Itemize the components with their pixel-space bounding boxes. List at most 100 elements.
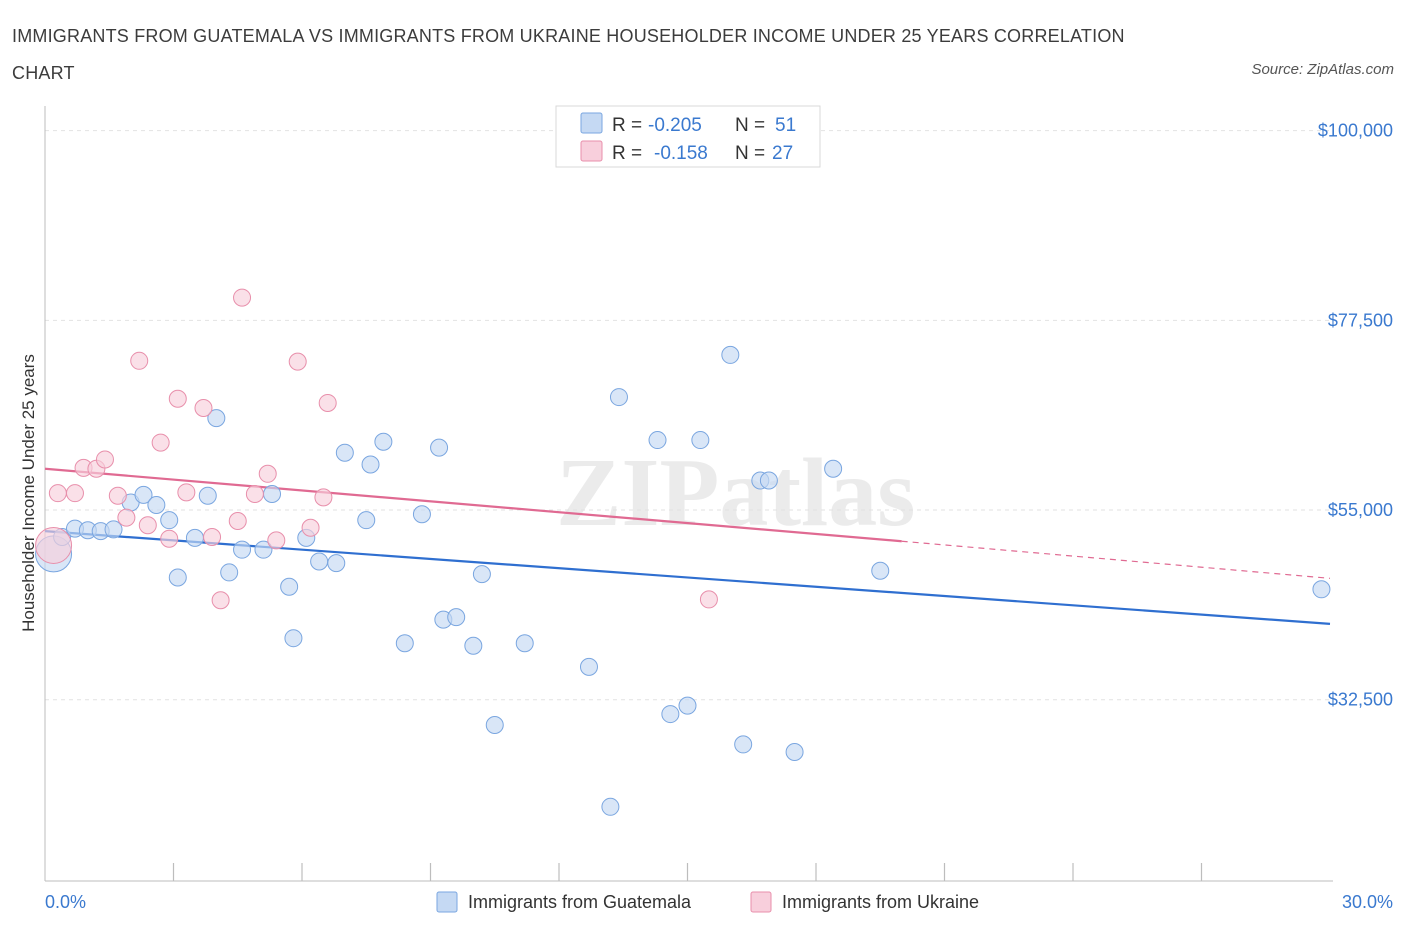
point-ukraine xyxy=(130,351,149,370)
point-guatemala xyxy=(609,388,628,407)
stats-legend: R = -0.205 N = 51 R = -0.158 N = 27 xyxy=(555,105,821,168)
point-guatemala xyxy=(374,432,393,451)
point-ukraine xyxy=(35,526,73,564)
point-guatemala xyxy=(284,629,303,648)
series-legend-swatch-ukraine xyxy=(750,891,772,913)
series-legend-label-ukraine: Immigrants from Ukraine xyxy=(782,892,979,912)
scatter-points xyxy=(35,288,1331,816)
legend-n-label-guatemala: N = xyxy=(735,115,765,136)
point-guatemala xyxy=(254,540,273,559)
point-guatemala xyxy=(147,495,166,514)
point-guatemala xyxy=(357,511,376,530)
axes xyxy=(44,106,1333,882)
point-guatemala xyxy=(648,431,667,450)
legend-n-value-ukraine: 27 xyxy=(772,143,793,164)
point-ukraine xyxy=(314,488,333,507)
point-ukraine xyxy=(318,393,337,412)
chart-title: IMMIGRANTS FROM GUATEMALA VS IMMIGRANTS … xyxy=(12,26,1125,83)
point-ukraine xyxy=(211,591,230,610)
point-guatemala xyxy=(310,552,329,571)
point-guatemala xyxy=(335,443,354,462)
series-legend-swatch-guatemala xyxy=(436,891,458,913)
point-guatemala xyxy=(134,485,153,504)
point-guatemala xyxy=(678,696,697,715)
legend-r-value-guatemala: -0.205 xyxy=(648,115,702,136)
legend-swatch-guatemala xyxy=(580,112,603,134)
point-ukraine xyxy=(138,516,157,535)
watermark: ZIPatlas xyxy=(556,439,915,547)
point-guatemala xyxy=(464,636,483,655)
point-guatemala xyxy=(579,657,598,676)
point-guatemala xyxy=(485,716,504,735)
y-tick-label: $55,000 xyxy=(1328,500,1393,520)
point-guatemala xyxy=(472,565,491,584)
point-guatemala xyxy=(412,505,431,524)
trend-line-ukraine-extrapolated xyxy=(901,540,1331,579)
legend-r-label-ukraine: R = xyxy=(612,143,642,164)
y-axis-ticks: $32,500 $55,000 $77,500 $100,000 xyxy=(1318,121,1393,710)
y-tick-label: $32,500 xyxy=(1328,690,1393,710)
point-ukraine xyxy=(194,399,213,418)
point-ukraine xyxy=(267,531,286,550)
source-label: Source: ZipAtlas.com xyxy=(1251,61,1394,78)
trend-line-ukraine xyxy=(44,467,902,543)
point-guatemala xyxy=(447,608,466,627)
point-guatemala xyxy=(515,634,534,653)
point-guatemala xyxy=(601,797,620,816)
point-ukraine xyxy=(699,590,718,609)
point-guatemala xyxy=(233,540,252,559)
point-guatemala xyxy=(160,511,179,530)
point-ukraine xyxy=(117,508,136,527)
legend-n-label-ukraine: N = xyxy=(735,143,765,164)
point-guatemala xyxy=(104,520,123,539)
point-ukraine xyxy=(48,484,67,503)
y-axis-label: Householder Income Under 25 years xyxy=(19,354,38,632)
x-tick-label-max: 30.0% xyxy=(1342,892,1393,912)
point-guatemala xyxy=(220,563,239,582)
point-guatemala xyxy=(198,486,217,505)
legend-swatch-ukraine xyxy=(580,140,603,162)
point-ukraine xyxy=(288,352,307,371)
point-ukraine xyxy=(160,529,179,548)
point-ukraine xyxy=(177,483,196,502)
legend-r-label-guatemala: R = xyxy=(612,115,642,136)
point-ukraine xyxy=(258,464,277,483)
point-guatemala xyxy=(168,568,187,587)
point-ukraine xyxy=(245,485,264,504)
x-axis-ticks: 0.0% 30.0% xyxy=(45,892,1393,912)
point-guatemala xyxy=(661,705,680,724)
point-guatemala xyxy=(395,634,414,653)
point-guatemala xyxy=(263,485,282,504)
y-tick-label: $100,000 xyxy=(1318,121,1393,141)
legend-r-value-ukraine: -0.158 xyxy=(654,143,708,164)
point-ukraine xyxy=(151,433,170,452)
legend-n-value-guatemala: 51 xyxy=(775,115,796,136)
grid xyxy=(45,130,1330,701)
point-ukraine xyxy=(95,450,114,469)
point-guatemala xyxy=(691,431,710,450)
point-ukraine xyxy=(233,288,252,307)
series-legend: Immigrants from Guatemala Immigrants fro… xyxy=(436,891,979,913)
y-tick-label: $77,500 xyxy=(1328,310,1393,330)
point-guatemala xyxy=(185,528,204,547)
point-guatemala xyxy=(824,459,843,478)
x-tick-label-min: 0.0% xyxy=(45,892,86,912)
point-guatemala xyxy=(1312,580,1331,599)
point-guatemala xyxy=(207,409,226,428)
point-guatemala xyxy=(361,455,380,474)
point-guatemala xyxy=(734,735,753,754)
point-ukraine xyxy=(168,389,187,408)
point-ukraine xyxy=(65,484,84,503)
point-guatemala xyxy=(327,554,346,573)
point-ukraine xyxy=(228,511,247,530)
point-guatemala xyxy=(280,577,299,596)
point-ukraine xyxy=(301,518,320,537)
point-ukraine xyxy=(108,486,127,505)
point-guatemala xyxy=(430,438,449,457)
series-legend-label-guatemala: Immigrants from Guatemala xyxy=(468,892,692,912)
point-guatemala xyxy=(759,471,778,490)
point-guatemala xyxy=(721,345,740,364)
point-guatemala xyxy=(785,743,804,762)
point-ukraine xyxy=(203,528,222,547)
point-guatemala xyxy=(871,561,890,580)
